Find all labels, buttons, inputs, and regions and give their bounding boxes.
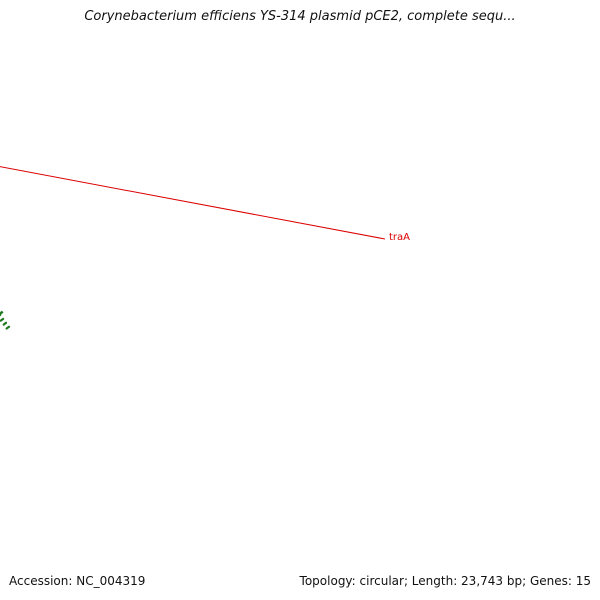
topology-summary: Topology: circular; Length: 23,743 bp; G… [299,574,591,588]
gene-label-tra-a[interactable]: traA [389,232,410,243]
gc-skew-dot-outer [5,325,11,330]
accession-label: Accession: NC_004319 [9,574,146,588]
gene-label-leader [0,166,386,240]
map-title: Corynebacterium efficiens YS-314 plasmid… [84,9,516,24]
gc-skew-dash-outer [0,310,4,316]
gc-skew-dot-outer [0,317,5,322]
gc-skew-dot-outer [2,321,8,326]
